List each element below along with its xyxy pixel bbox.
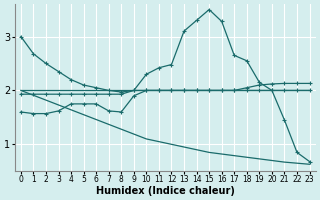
X-axis label: Humidex (Indice chaleur): Humidex (Indice chaleur) bbox=[96, 186, 235, 196]
